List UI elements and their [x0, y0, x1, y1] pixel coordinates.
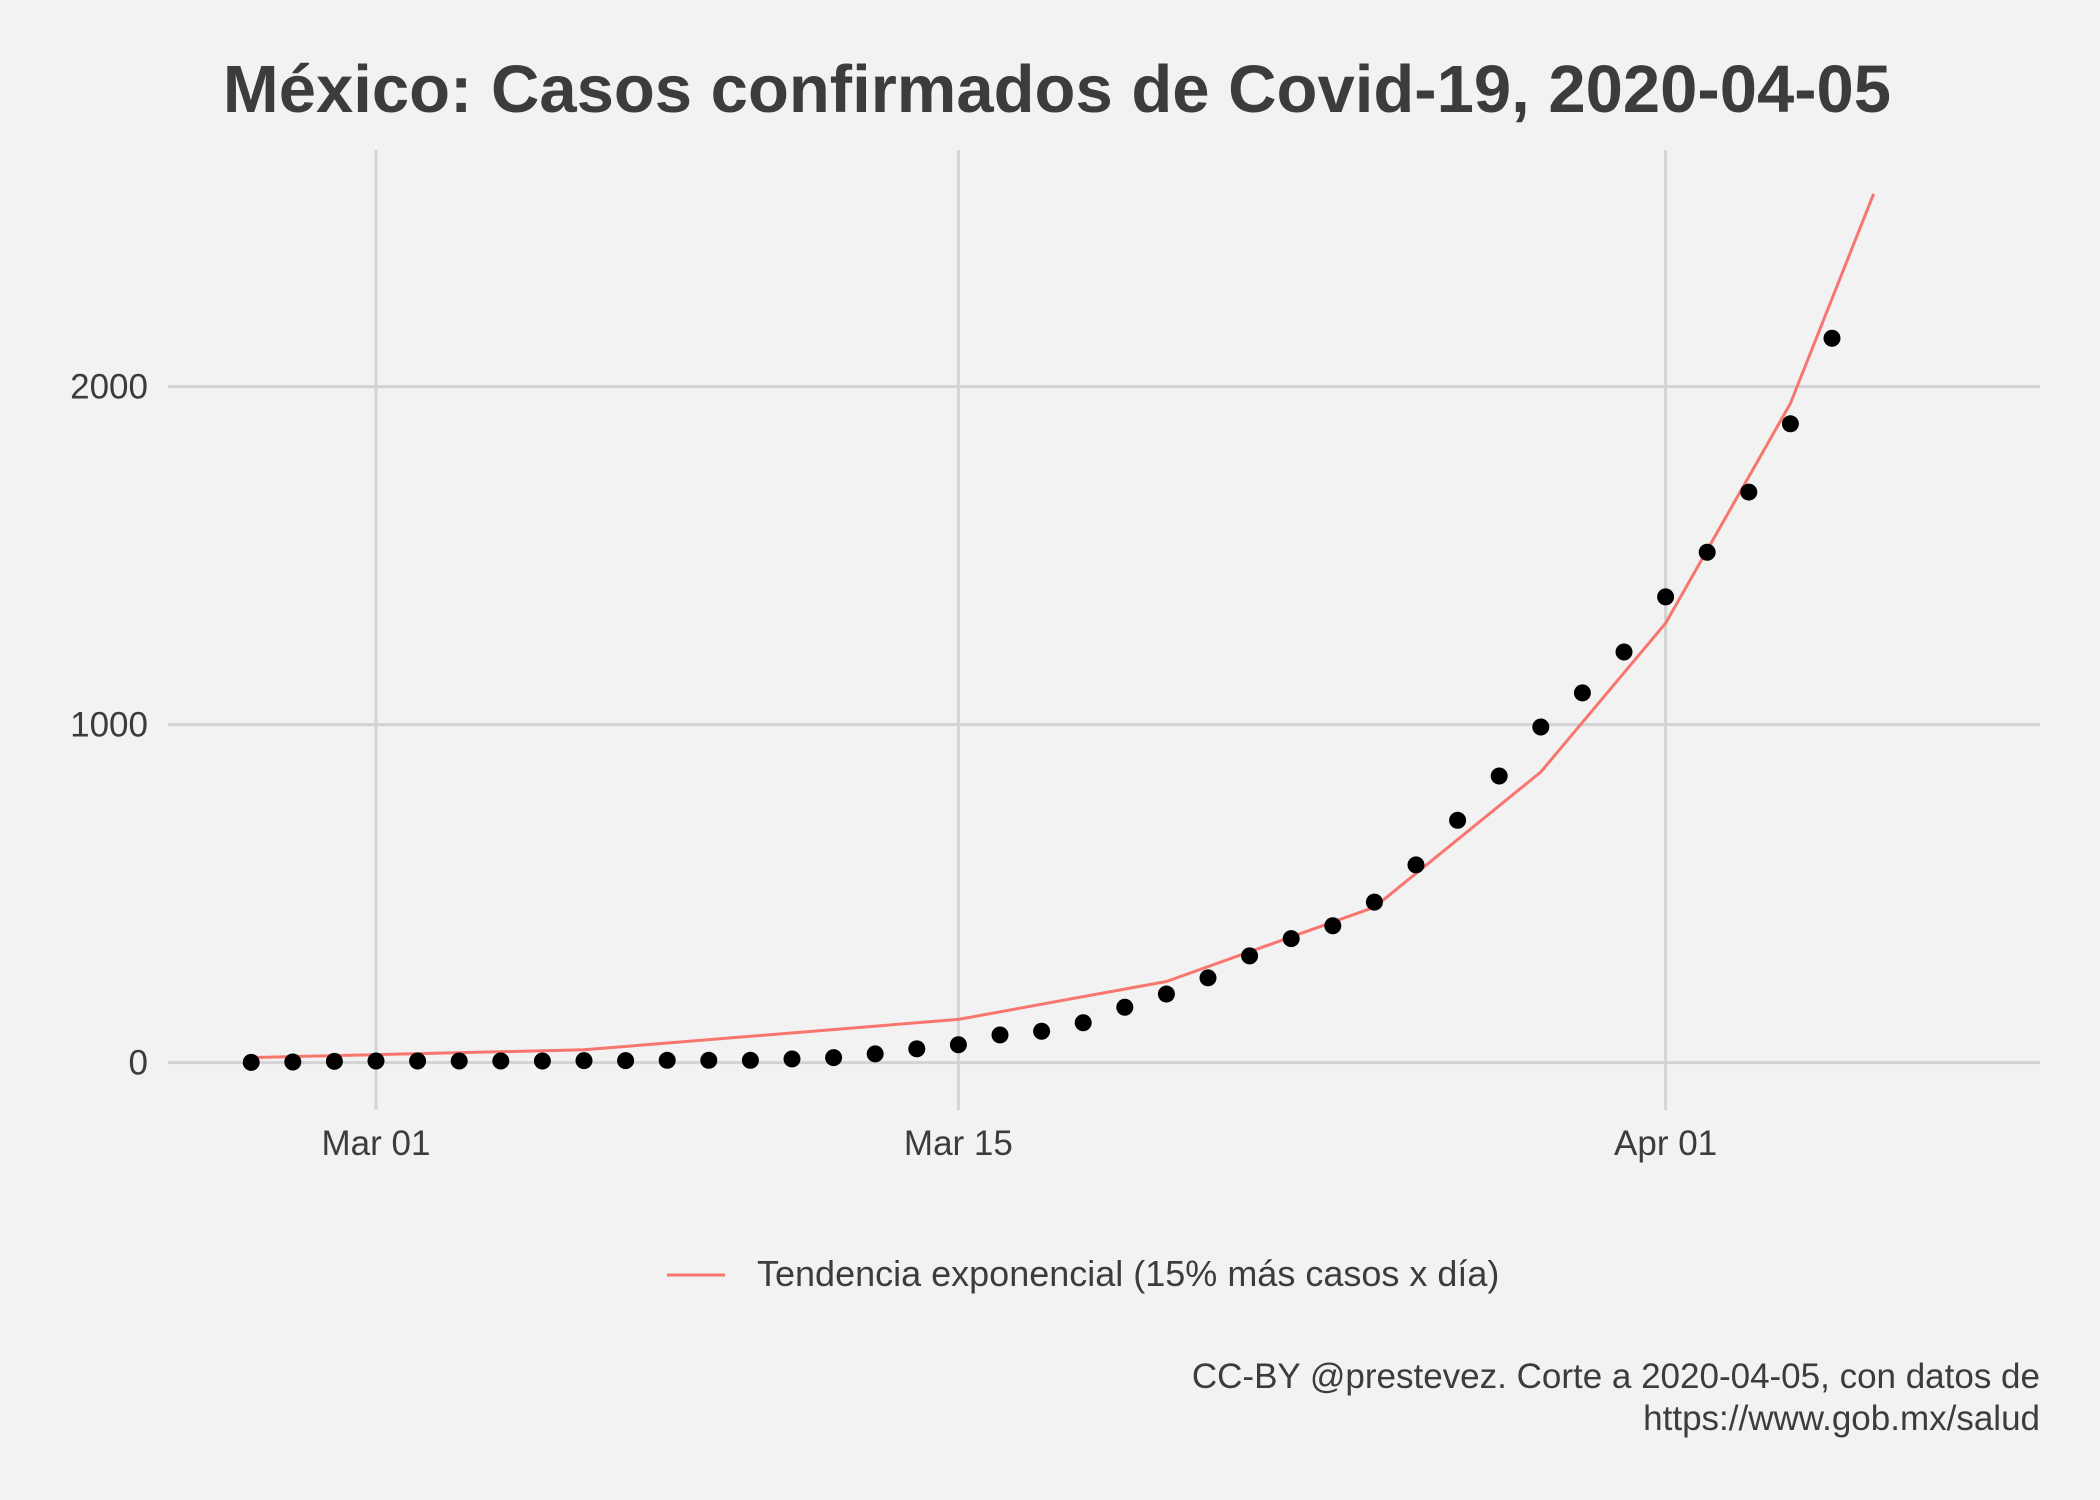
- data-point-9: [617, 1052, 635, 1070]
- data-point-7: [533, 1052, 551, 1070]
- x-tick-labels: Mar 01 Mar 15 Apr 01: [322, 1124, 1718, 1163]
- data-point-3: [367, 1052, 385, 1070]
- y-tick-labels: 0 1000 2000: [70, 368, 148, 1083]
- point-series: [242, 329, 1841, 1071]
- legend: Tendencia exponencial (15% más casos x d…: [667, 1253, 1499, 1294]
- legend-label: Tendencia exponencial (15% más casos x d…: [757, 1253, 1499, 1294]
- data-point-4: [409, 1052, 427, 1070]
- data-point-24: [1241, 947, 1259, 965]
- data-point-36: [1740, 483, 1758, 501]
- x-tick-label-0: Mar 01: [322, 1124, 431, 1163]
- data-point-21: [1116, 998, 1134, 1016]
- data-point-33: [1615, 643, 1633, 661]
- x-gridlines: [374, 150, 1668, 1110]
- data-point-37: [1781, 415, 1799, 433]
- data-point-0: [242, 1053, 260, 1071]
- data-point-1: [284, 1053, 302, 1071]
- data-point-11: [700, 1051, 718, 1069]
- data-point-23: [1199, 969, 1217, 987]
- data-point-17: [949, 1036, 967, 1054]
- data-point-15: [866, 1045, 884, 1063]
- data-point-38: [1823, 329, 1841, 347]
- data-point-27: [1365, 893, 1383, 911]
- data-point-35: [1698, 543, 1716, 561]
- data-point-12: [741, 1051, 759, 1069]
- data-point-14: [825, 1049, 843, 1067]
- data-point-34: [1657, 588, 1675, 606]
- data-point-29: [1449, 811, 1467, 829]
- data-point-25: [1282, 930, 1300, 948]
- y-gridlines: [168, 385, 2040, 1065]
- x-tick-label-2: Apr 01: [1614, 1124, 1717, 1163]
- data-point-19: [1033, 1022, 1051, 1040]
- data-point-32: [1573, 684, 1591, 702]
- trend-line: [251, 193, 1875, 1060]
- data-point-8: [575, 1052, 593, 1070]
- data-point-13: [783, 1050, 801, 1068]
- data-point-18: [991, 1026, 1009, 1044]
- x-tick-label-1: Mar 15: [904, 1124, 1013, 1163]
- data-point-16: [908, 1040, 926, 1058]
- trend-series: [251, 193, 1875, 1060]
- data-point-31: [1532, 718, 1550, 736]
- caption-line-1: CC-BY @prestevez. Corte a 2020-04-05, co…: [1192, 1357, 2040, 1396]
- y-tick-label-0: 0: [129, 1044, 148, 1083]
- data-point-30: [1490, 767, 1508, 785]
- chart-title: México: Casos confirmados de Covid-19, 2…: [223, 52, 1891, 127]
- data-point-5: [450, 1052, 468, 1070]
- y-tick-label-1: 1000: [70, 706, 148, 745]
- data-point-28: [1407, 856, 1425, 874]
- data-point-6: [492, 1052, 510, 1070]
- data-point-20: [1074, 1014, 1092, 1032]
- caption: CC-BY @prestevez. Corte a 2020-04-05, co…: [1192, 1357, 2040, 1438]
- y-tick-label-2: 2000: [70, 368, 148, 407]
- data-point-10: [658, 1051, 676, 1069]
- data-point-26: [1324, 917, 1342, 935]
- data-point-2: [325, 1052, 343, 1070]
- data-point-22: [1157, 985, 1175, 1003]
- caption-line-2: https://www.gob.mx/salud: [1643, 1399, 2040, 1438]
